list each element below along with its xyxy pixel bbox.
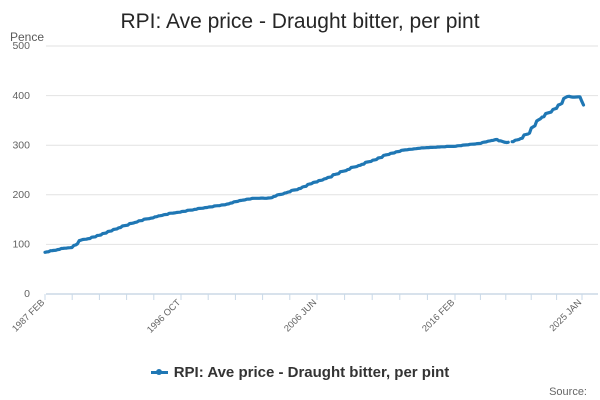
svg-text:1996 OCT: 1996 OCT xyxy=(145,297,183,335)
svg-text:100: 100 xyxy=(12,239,30,251)
svg-text:0: 0 xyxy=(24,288,30,300)
svg-text:2016 FEB: 2016 FEB xyxy=(420,297,456,333)
svg-text:2025 JAN: 2025 JAN xyxy=(547,297,583,333)
svg-text:1987 FEB: 1987 FEB xyxy=(10,297,46,333)
svg-text:500: 500 xyxy=(12,40,30,52)
svg-text:2006 JUN: 2006 JUN xyxy=(282,297,318,333)
svg-text:200: 200 xyxy=(12,189,30,201)
svg-text:400: 400 xyxy=(12,90,30,102)
svg-text:300: 300 xyxy=(12,139,30,151)
